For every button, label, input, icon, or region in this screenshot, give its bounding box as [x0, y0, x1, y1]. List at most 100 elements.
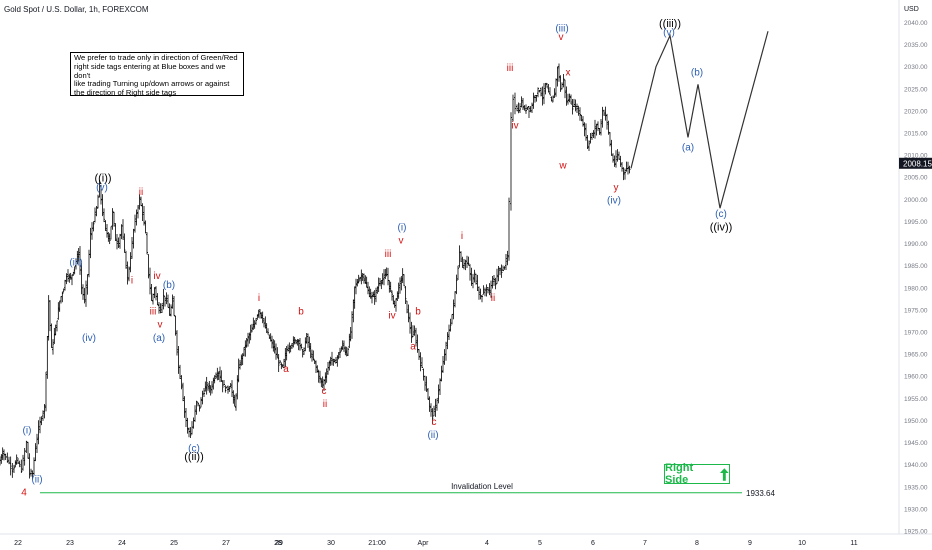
wave-label-blue: (iv) — [82, 333, 96, 344]
price-tick-label: 1995.00 — [904, 219, 928, 226]
note-line: We prefer to trade only in direction of … — [74, 53, 238, 62]
wave-label-blue: (a) — [153, 333, 165, 344]
wave-label-black: ((i)) — [94, 173, 111, 185]
wave-label-black: ((ii)) — [184, 451, 204, 463]
price-tick-label: 1990.00 — [904, 241, 928, 248]
right-side-label: Right Side — [665, 462, 694, 486]
price-tick-label: 1985.00 — [904, 263, 928, 270]
note-line: like trading Turning up/down arrows or a… — [74, 79, 230, 89]
wave-label-black: ((iv)) — [710, 221, 733, 233]
time-tick-label: 30 — [327, 540, 335, 547]
price-tick-label: 2040.00 — [904, 20, 928, 27]
invalidation-price-label: 1933.64 — [746, 489, 775, 498]
price-tick-label: 1950.00 — [904, 418, 928, 425]
wave-label-red: b — [415, 306, 421, 317]
wave-label-blue: (i) — [398, 222, 407, 233]
wave-label-black: ((iii)) — [659, 18, 681, 30]
wave-label-blue: (c) — [715, 209, 727, 220]
price-bars — [0, 63, 631, 480]
wave-label-red: i — [258, 293, 260, 304]
price-tick-label: 1935.00 — [904, 484, 928, 491]
wave-label-red: iv — [388, 311, 395, 322]
time-tick-label: 21:00 — [368, 540, 386, 547]
time-tick-label: 5 — [538, 540, 542, 547]
price-tick-label: 1945.00 — [904, 440, 928, 447]
current-price-label: 2008.15 — [903, 159, 932, 168]
wave-label-red: v — [559, 32, 564, 43]
price-tick-label: 1955.00 — [904, 396, 928, 403]
price-tick-label: 2020.00 — [904, 108, 928, 115]
wave-label-red: c — [432, 417, 437, 428]
price-tick-label: 1930.00 — [904, 506, 928, 513]
time-tick-label: 29 — [275, 540, 283, 547]
wave-label-red: iii — [385, 249, 392, 260]
time-tick-label: 9 — [748, 540, 752, 547]
wave-label-blue: (b) — [163, 280, 175, 291]
wave-label-red: c — [322, 386, 327, 397]
time-tick-label: Apr — [418, 540, 430, 547]
time-tick-label: 11 — [850, 540, 857, 547]
wave-label-red: ii — [491, 293, 495, 304]
wave-label-red: v — [399, 236, 404, 247]
time-tick-label: 23 — [66, 540, 74, 547]
time-tick-label: 7 — [643, 540, 647, 547]
note-line: right side tags entering at Blue boxes a… — [74, 61, 226, 80]
price-tick-label: 1980.00 — [904, 285, 928, 292]
price-tick-label: 2030.00 — [904, 64, 928, 71]
price-tick-label: 2000.00 — [904, 197, 928, 204]
time-tick-label: 6 — [591, 540, 595, 547]
wave-labels: ((i)) ((ii)) ((iii)) ((iv)) (i) (ii) (iii) (iv)… — [21, 18, 732, 499]
price-tick-label: 1970.00 — [904, 329, 928, 336]
trading-note: We prefer to trade only in direction of … — [70, 52, 244, 98]
price-tick-label: 2005.00 — [904, 175, 928, 182]
currency-label: USD — [904, 6, 919, 13]
time-tick-label: 27 — [222, 540, 230, 547]
wave-label-red: y — [614, 182, 619, 193]
wave-label-blue: (ii) — [427, 430, 438, 441]
wave-label-blue: (a) — [682, 143, 694, 154]
wave-label-red: iv — [153, 271, 160, 282]
time-tick-label: 10 — [798, 540, 806, 547]
wave-label-red: i — [131, 275, 133, 286]
wave-label-red: a — [283, 364, 289, 375]
note-line: the direction of Right side tags — [74, 88, 177, 98]
wave-label-red: w — [558, 160, 567, 171]
time-tick-label: 25 — [170, 540, 178, 547]
wave-label-red: x — [566, 67, 571, 78]
time-tick-label: 28 — [274, 540, 282, 547]
wave-label-red: i — [461, 231, 463, 242]
wave-label-red: iii — [150, 306, 157, 317]
time-tick-label: 22 — [14, 540, 22, 547]
wave-label-red: ii — [139, 187, 143, 198]
price-tick-label: 1975.00 — [904, 307, 928, 314]
price-tick-label: 2015.00 — [904, 130, 928, 137]
wave-label-red: b — [298, 306, 304, 317]
wave-label-red: ii — [323, 399, 327, 410]
wave-label-blue: (c) — [188, 443, 200, 454]
wave-label-red: a — [410, 342, 416, 353]
wave-label-red: 4 — [21, 488, 27, 499]
right-side-tag: Right Side — [664, 462, 730, 486]
wave-label-red: v — [158, 320, 163, 331]
wave-label-blue: (iv) — [607, 196, 621, 207]
price-axis: 1925.00 1930.00 1935.00 1940.00 1945.00 1950.… — [904, 20, 928, 536]
time-tick-label: 4 — [485, 540, 489, 547]
wave-label-blue: (iii) — [555, 23, 568, 34]
invalidation-label: Invalidation Level — [451, 482, 513, 491]
price-tick-label: 1940.00 — [904, 462, 928, 469]
time-tick-label: 24 — [118, 540, 126, 547]
wave-label-red: iii — [507, 63, 514, 74]
price-tick-label: 1925.00 — [904, 529, 928, 536]
wave-label-blue: (v) — [96, 182, 108, 193]
wave-label-red: iv — [511, 121, 518, 132]
wave-projection-path — [630, 31, 769, 209]
wave-label-blue: (v) — [663, 28, 675, 39]
wave-label-blue: (iii) — [69, 258, 82, 269]
price-tick-label: 2010.00 — [904, 153, 928, 160]
wave-label-blue: (b) — [691, 67, 703, 78]
wave-label-blue: (ii) — [31, 474, 42, 485]
up-arrow-icon — [720, 467, 729, 481]
symbol-title: Gold Spot / U.S. Dollar, 1h, FOREXCOM — [4, 5, 149, 14]
current-price-badge — [899, 157, 932, 169]
